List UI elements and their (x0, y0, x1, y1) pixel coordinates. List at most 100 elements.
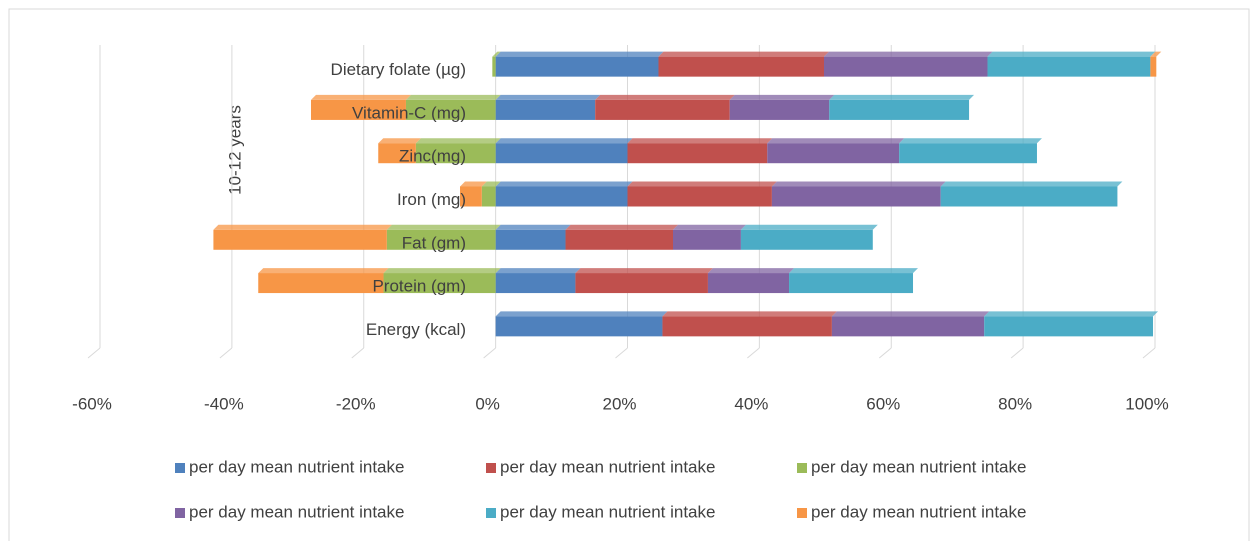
bar (729, 99, 830, 120)
bar (492, 56, 496, 77)
grid-floor (219, 347, 233, 359)
bar-top (595, 94, 735, 100)
grid-floor (87, 347, 101, 359)
bar-top (899, 138, 1042, 144)
x-tick-label: 60% (866, 394, 900, 413)
bar-top (627, 138, 773, 144)
bar (311, 99, 406, 120)
grid-floor (1010, 347, 1024, 359)
bar-top (495, 181, 633, 187)
legend-swatch (486, 463, 496, 473)
legend-label: per day mean nutrient intake (500, 457, 715, 476)
bar-top (575, 268, 713, 274)
x-tick-label: -20% (336, 394, 376, 413)
bar-top (481, 181, 501, 187)
bar (658, 56, 824, 77)
bar-top (311, 94, 411, 100)
bar-top (495, 138, 633, 144)
bar-top (415, 138, 501, 144)
bar (405, 99, 496, 120)
grid-floor (747, 347, 760, 359)
bar (823, 56, 988, 77)
bar-top (383, 268, 501, 274)
y-tick-label: Energy (kcal) (366, 320, 466, 339)
bar (495, 186, 628, 207)
bar (1150, 56, 1157, 77)
x-tick-label: -60% (72, 394, 112, 413)
bar-top (987, 51, 1156, 57)
x-tick-label: -40% (204, 394, 244, 413)
bar-top (707, 268, 795, 274)
bar (984, 316, 1154, 337)
legend-swatch (175, 508, 185, 518)
x-tick-label: 80% (998, 394, 1032, 413)
y-tick-label: Dietary folate (µg) (331, 60, 466, 79)
bar (940, 186, 1118, 207)
x-tick-label: 0% (475, 394, 500, 413)
bar-top (940, 181, 1123, 187)
bar-top (492, 51, 501, 57)
bar-top (405, 94, 501, 100)
bar-top (386, 224, 501, 230)
bar (565, 229, 673, 250)
bar (789, 273, 914, 294)
bar (495, 229, 566, 250)
legend-swatch (175, 463, 185, 473)
bar-top (460, 181, 487, 187)
bar (386, 229, 496, 250)
bar-top (767, 138, 905, 144)
grid-floor (483, 347, 496, 359)
bar (707, 273, 790, 294)
grid-floor (1142, 347, 1156, 359)
bar-top (565, 224, 678, 230)
bar-top (495, 94, 601, 100)
bar (378, 143, 416, 164)
bar (495, 56, 659, 77)
legend-label: per day mean nutrient intake (189, 457, 404, 476)
bar (495, 273, 576, 294)
bar-top (740, 224, 878, 230)
bar (460, 186, 482, 207)
legend-swatch (797, 508, 807, 518)
bar (740, 229, 873, 250)
legend-label: per day mean nutrient intake (500, 502, 715, 521)
bar-top (495, 311, 668, 317)
bar (383, 273, 496, 294)
bar-top (213, 224, 392, 230)
bar-top (984, 311, 1159, 317)
legend-swatch (486, 508, 496, 518)
bar-top (729, 94, 835, 100)
legend-label: per day mean nutrient intake (811, 502, 1026, 521)
bar-top (789, 268, 919, 274)
bar (213, 229, 387, 250)
bar (771, 186, 941, 207)
grid-floor (878, 347, 892, 359)
bar (575, 273, 708, 294)
bar (627, 143, 768, 164)
y-tick-label: Zinc(mg) (399, 147, 466, 166)
bar (662, 316, 832, 337)
legend-label: per day mean nutrient intake (189, 502, 404, 521)
bar-top (662, 311, 837, 317)
bar (829, 99, 970, 120)
x-tick-label: 100% (1125, 394, 1168, 413)
x-tick-label: 40% (734, 394, 768, 413)
bar-top (1150, 51, 1162, 57)
bar-top (823, 51, 993, 57)
bar (258, 273, 384, 294)
grid-floor (615, 347, 628, 359)
bar (627, 186, 772, 207)
bar (481, 186, 496, 207)
bar (495, 99, 596, 120)
bar-top (658, 51, 829, 57)
y-tick-label: Fat (gm) (402, 233, 466, 252)
grid-floor (351, 347, 365, 359)
bar (495, 316, 663, 337)
legend-label: per day mean nutrient intake (811, 457, 1026, 476)
bar-top (495, 224, 571, 230)
bar-top (627, 181, 777, 187)
y-tick-label: Iron (mg) (397, 190, 466, 209)
bar-top (495, 51, 664, 57)
x-tick-label: 20% (602, 394, 636, 413)
